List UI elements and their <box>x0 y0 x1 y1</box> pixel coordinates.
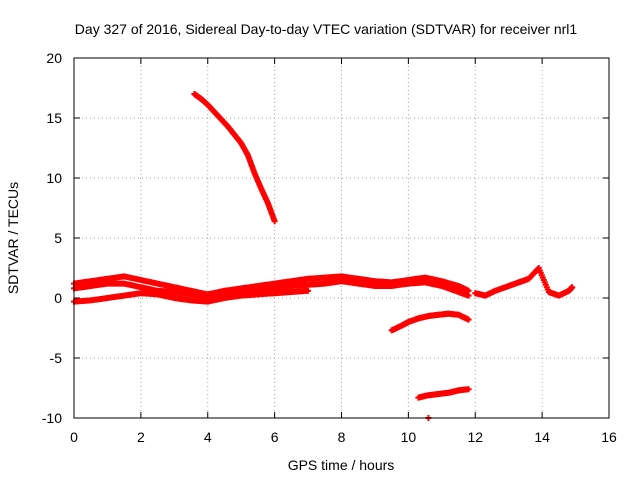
x-axis-label: GPS time / hours <box>288 457 395 473</box>
x-tick-label: 10 <box>401 429 417 445</box>
y-tick-label: 0 <box>54 290 62 306</box>
data-point-tail-cluster <box>569 284 576 291</box>
data-point-arc-neg2 <box>465 316 472 323</box>
chart-title: Day 327 of 2016, Sidereal Day-to-day VTE… <box>75 21 578 37</box>
data-point-arc-neg8 <box>465 386 472 393</box>
y-tick-label: -5 <box>50 350 63 366</box>
x-tick-label: 4 <box>204 429 212 445</box>
x-tick-label: 0 <box>70 429 78 445</box>
plot-frame <box>73 57 610 419</box>
axis-ticks: 0 2 4 6 8 10 12 14 16 -10 -5 0 5 10 15 20 <box>42 50 617 445</box>
data-point-band-lower <box>305 287 312 294</box>
x-tick-label: 16 <box>601 429 617 445</box>
data-points <box>71 91 576 421</box>
y-tick-label: 20 <box>46 50 62 66</box>
x-tick-label: 12 <box>467 429 483 445</box>
y-tick-label: 15 <box>46 110 62 126</box>
x-tick-label: 8 <box>338 429 346 445</box>
y-axis-label: SDTVAR / TECUs <box>5 182 21 294</box>
y-tick-label: 10 <box>46 170 62 186</box>
y-tick-label: 5 <box>54 230 62 246</box>
x-tick-label: 2 <box>137 429 145 445</box>
y-tick-label: -10 <box>42 410 62 426</box>
x-tick-label: 14 <box>534 429 550 445</box>
grid-lines <box>74 58 609 418</box>
data-point-descending-arc <box>271 218 278 225</box>
data-point-band-middle <box>465 292 472 299</box>
x-tick-label: 6 <box>271 429 279 445</box>
